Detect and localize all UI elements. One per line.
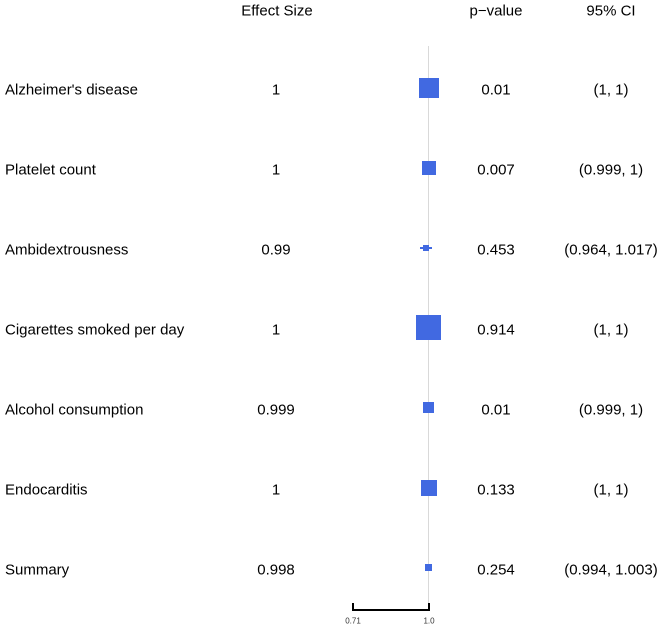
p-value: 0.01 xyxy=(481,81,511,99)
ci-value: (0.999, 1) xyxy=(578,161,644,179)
column-header-effect-size: Effect Size xyxy=(241,2,313,20)
column-header-95-ci: 95% CI xyxy=(586,2,636,20)
ci-value: (0.964, 1.017) xyxy=(564,241,658,259)
x-axis-tick-left xyxy=(351,603,354,611)
ci-value: (1, 1) xyxy=(593,81,629,99)
forest-marker xyxy=(422,402,434,413)
row-label: Ambidextrousness xyxy=(5,241,129,259)
ci-value: (0.999, 1) xyxy=(578,401,644,419)
column-header-p-value: p−value xyxy=(469,2,523,20)
x-axis-tick-label-left: 0.71 xyxy=(345,616,361,626)
row-label: Platelet count xyxy=(5,161,96,179)
ci-value: (1, 1) xyxy=(593,321,629,339)
effect-size-value: 1 xyxy=(271,81,281,99)
p-value: 0.01 xyxy=(481,401,511,419)
p-value: 0.007 xyxy=(477,161,515,179)
p-value: 0.453 xyxy=(477,241,515,259)
row-label: Summary xyxy=(5,561,70,579)
p-value: 0.133 xyxy=(477,481,515,499)
ci-value: (1, 1) xyxy=(593,481,629,499)
p-value: 0.914 xyxy=(477,321,515,339)
x-axis-line xyxy=(351,609,430,611)
effect-size-value: 1 xyxy=(271,161,281,179)
x-axis-tick-right xyxy=(427,603,430,611)
forest-marker xyxy=(423,244,430,251)
p-value: 0.254 xyxy=(477,561,515,579)
forest-marker xyxy=(420,479,437,496)
row-label: Alzheimer's disease xyxy=(5,81,138,99)
effect-size-value: 0.99 xyxy=(261,241,291,259)
row-label: Endocarditis xyxy=(5,481,88,499)
row-label: Alcohol consumption xyxy=(5,401,144,419)
effect-size-value: 1 xyxy=(271,321,281,339)
x-axis-tick-label-right: 1.0 xyxy=(423,616,435,626)
forest-marker xyxy=(416,315,441,340)
effect-size-value: 0.998 xyxy=(257,561,295,579)
forest-marker xyxy=(418,77,439,98)
forest-marker xyxy=(421,160,436,175)
forest-marker xyxy=(424,564,432,571)
row-label: Cigarettes smoked per day xyxy=(5,321,185,339)
effect-size-value: 1 xyxy=(271,481,281,499)
effect-size-value: 0.999 xyxy=(257,401,295,419)
ci-value: (0.994, 1.003) xyxy=(564,561,658,579)
